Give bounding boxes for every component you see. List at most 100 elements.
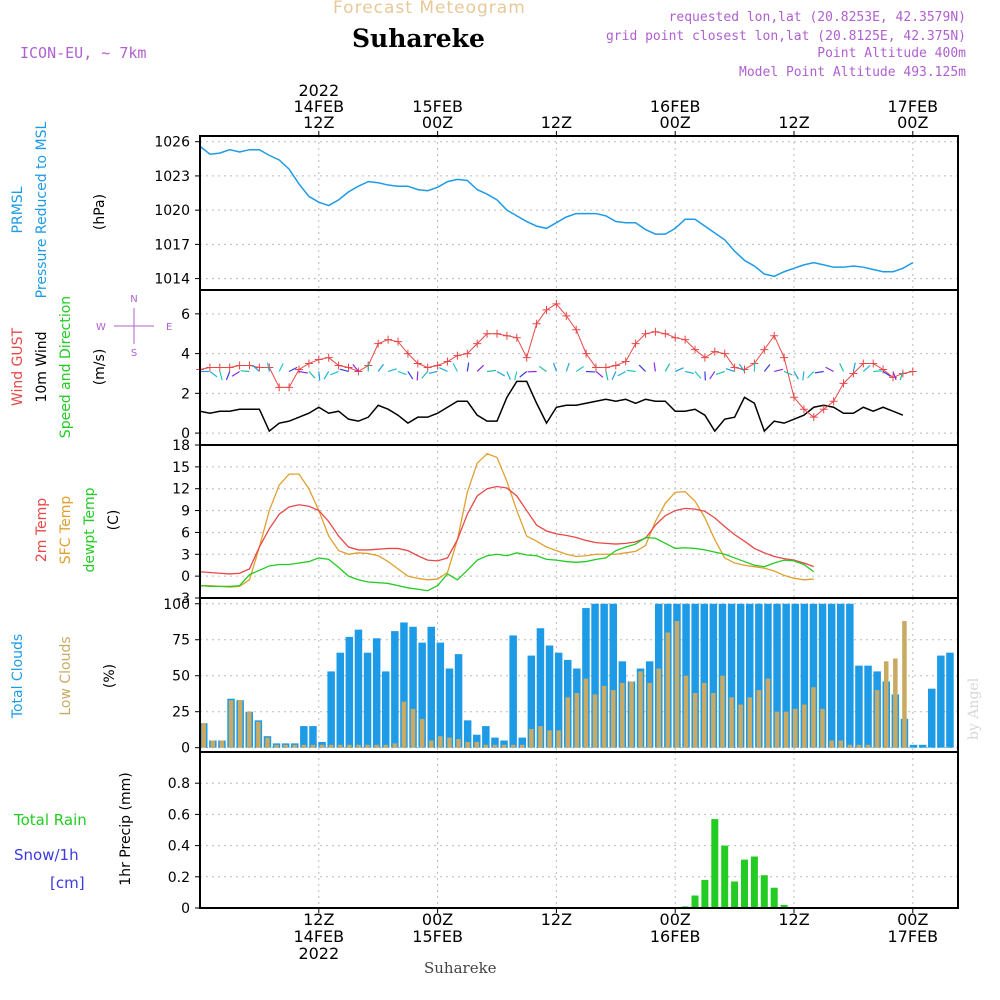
total-cloud-bar [454, 654, 463, 748]
total-cloud-bar [746, 603, 754, 748]
low-cloud-bar [738, 704, 743, 748]
y-tick-label: 4 [181, 347, 190, 363]
wind-gust-marker [661, 329, 670, 338]
y-tick-label: 18 [172, 438, 190, 454]
wind-gust-marker [344, 363, 353, 372]
wind-direction-arrow [240, 370, 250, 373]
wind-direction-arrow [605, 371, 609, 381]
y-tick-label: 1026 [154, 135, 190, 151]
wind-gust-marker [542, 305, 551, 314]
bottom-time-label: 17FEB [887, 927, 938, 946]
wind-gust-marker [295, 365, 303, 374]
total-cloud-bar [391, 631, 399, 748]
compass-n: N [130, 294, 137, 305]
total-cloud-bar [309, 726, 317, 748]
dewpt-line [199, 536, 815, 592]
wind-direction-arrow [553, 362, 557, 372]
total-cloud-bar [918, 744, 927, 748]
wind-gust-marker [621, 357, 630, 366]
low-cloud-bar [392, 743, 398, 748]
low-cloud-bar [865, 744, 871, 748]
wind-direction-arrow [725, 368, 735, 373]
total-cloud-bar [755, 603, 763, 748]
wind-direction-arrow [638, 364, 646, 372]
wind-gust-marker [829, 397, 838, 406]
total-cloud-bar [855, 665, 863, 748]
wind-direction-arrow [466, 362, 470, 372]
total-cloud-bar [827, 603, 836, 748]
wind-direction-arrow [807, 371, 815, 379]
y-tick-label: 0 [181, 741, 190, 757]
wind-direction-arrow [738, 363, 745, 372]
y-tick-label: 3 [181, 547, 190, 563]
low-cloud-bar [647, 682, 652, 748]
low-cloud-bar [692, 692, 698, 748]
low-cloud-bar [774, 711, 780, 748]
wind-gust-marker [839, 379, 848, 388]
low-cloud-bar [874, 690, 880, 748]
low-cloud-bar [720, 675, 725, 748]
temp-2m-line [199, 485, 815, 575]
wind-gust-marker [304, 359, 313, 368]
wind-gust-marker [651, 327, 660, 336]
low-cloud-bar [620, 682, 625, 748]
low-cloud-bar [347, 744, 352, 748]
bottom-time-label: 16FEB [650, 927, 701, 946]
y-tick-label: 0.8 [168, 776, 190, 792]
wind-speed-line [199, 380, 904, 433]
total-cloud-bar [327, 671, 335, 748]
wind-direction-arrow [225, 371, 231, 381]
wind-direction-arrow [664, 363, 671, 372]
total-cloud-bar [300, 726, 308, 748]
wind-direction-arrow [674, 367, 684, 373]
total-cloud-bar [700, 603, 708, 748]
total-cloud-bar [509, 635, 517, 748]
low-cloud-bar [201, 723, 206, 748]
compass-e: E [166, 322, 172, 333]
wind-direction-arrow [416, 371, 419, 381]
wind-gust-marker [493, 329, 501, 338]
total-cloud-bar [582, 608, 590, 748]
total-cloud-bar [864, 665, 872, 748]
total-cloud-bar [818, 603, 827, 748]
wind-gust-marker [245, 361, 254, 370]
y-tick-label: 75 [172, 633, 190, 649]
low-cloud-bar [419, 718, 425, 748]
dewpt-label: dewpt Temp [82, 487, 98, 572]
low-cloud-bar [319, 744, 325, 748]
wind-gust-marker [790, 393, 798, 402]
low-cloud-bar [501, 744, 507, 748]
wind-direction-arrow [825, 366, 834, 373]
low-cloud-bar [310, 744, 316, 748]
wind-gust-marker [601, 363, 610, 372]
wind-gust-marker [799, 405, 808, 414]
low-cloud-bar [756, 690, 762, 748]
wind-direction-arrow [763, 364, 771, 372]
wind-gust-marker [522, 353, 531, 362]
low-cloud-bar [884, 661, 889, 748]
low-cloud-bar [811, 687, 816, 748]
y-tick-label: 1017 [154, 237, 190, 253]
total-cloud-bar [427, 626, 435, 748]
bottom-time-label: 00Z [897, 910, 928, 929]
wind-direction-arrow [252, 365, 260, 372]
wind-direction-label: Speed and Direction [58, 296, 74, 438]
wind-direction-arrow [496, 370, 506, 377]
low-cloud-bar [465, 741, 470, 748]
low-cloud-bar [856, 744, 862, 748]
wind-direction-arrow [266, 362, 270, 372]
wind-direction-arrow [783, 370, 793, 376]
wind-gust-marker [374, 339, 383, 348]
wind-gust-marker [215, 363, 224, 372]
low-cloud-bar [356, 744, 361, 748]
wind-direction-arrow [873, 370, 883, 373]
wind-gust-marker [631, 339, 640, 348]
wind-gust-marker [225, 363, 234, 372]
total-clouds-label: Total Clouds [10, 634, 26, 719]
compass-w: W [96, 322, 106, 333]
low-cloud-bar [711, 692, 716, 748]
bottom-time-label: 14FEB [293, 927, 344, 946]
y-tick-label: 2 [181, 386, 190, 402]
wind-direction-arrow [330, 370, 339, 376]
low-cloud-bar [510, 744, 516, 748]
